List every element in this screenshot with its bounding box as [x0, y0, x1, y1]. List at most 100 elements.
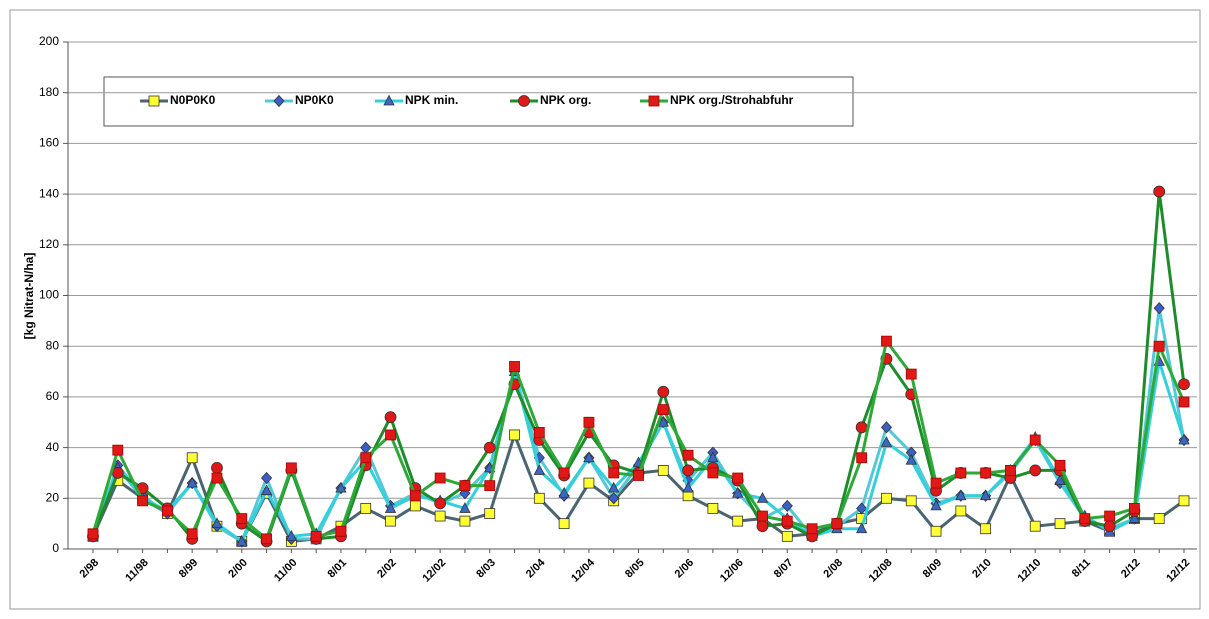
- data-point: [583, 477, 595, 489]
- data-point: [781, 515, 793, 527]
- data-point: [707, 503, 719, 514]
- data-point: [930, 525, 942, 537]
- data-point: [732, 472, 744, 484]
- legend-label: NP0K0: [295, 93, 334, 107]
- data-point: [533, 464, 545, 475]
- series: [87, 335, 1190, 545]
- data-point: [955, 467, 967, 479]
- data-point: [434, 510, 446, 522]
- data-point: [211, 472, 223, 484]
- data-point: [137, 495, 148, 507]
- data-point: [756, 491, 769, 503]
- data-point: [930, 499, 942, 511]
- data-point: [633, 470, 644, 481]
- data-point: [285, 462, 297, 474]
- data-point: [1153, 340, 1165, 352]
- data-point: [1178, 396, 1190, 408]
- data-point: [459, 515, 471, 527]
- data-point: [781, 499, 793, 512]
- data-point: [781, 530, 793, 542]
- data-point: [608, 481, 620, 493]
- data-point: [558, 518, 570, 530]
- data-point: [434, 497, 447, 510]
- data-point: [384, 411, 397, 424]
- data-point: [558, 467, 570, 479]
- data-point: [236, 535, 248, 546]
- legend-box: [103, 76, 854, 127]
- data-point: [732, 486, 744, 498]
- y-tick-label: 80: [46, 338, 60, 352]
- data-point: [335, 525, 347, 537]
- data-point: [509, 429, 520, 441]
- data-point: [707, 467, 719, 479]
- data-point: [285, 529, 298, 541]
- data-point: [509, 361, 520, 372]
- data-point: [955, 489, 967, 501]
- data-point: [657, 404, 669, 415]
- data-point: [930, 477, 942, 489]
- data-point: [1029, 464, 1042, 477]
- y-tick-label: 200: [39, 34, 59, 48]
- data-point: [261, 533, 272, 545]
- y-tick-label: 120: [39, 237, 59, 251]
- y-tick-label: 100: [39, 288, 59, 302]
- data-point: [211, 461, 223, 474]
- data-point: [905, 495, 917, 507]
- data-point: [261, 471, 273, 485]
- data-point: [1153, 302, 1165, 315]
- data-point: [310, 530, 322, 542]
- data-point: [112, 444, 124, 456]
- data-point: [533, 492, 545, 504]
- data-point: [459, 480, 471, 492]
- data-point: [856, 502, 868, 515]
- data-point: [583, 451, 595, 463]
- y-tick-label: 180: [39, 85, 59, 99]
- data-point: [483, 441, 496, 454]
- data-point: [707, 451, 719, 463]
- data-point: [236, 513, 248, 524]
- data-point: [757, 510, 768, 522]
- data-point: [186, 476, 198, 488]
- data-point: [905, 453, 917, 465]
- data-point: [1104, 510, 1116, 522]
- data-point: [682, 481, 694, 493]
- data-point: [855, 421, 868, 434]
- data-point: [1178, 433, 1190, 445]
- data-point: [360, 503, 372, 514]
- data-point: [682, 464, 694, 477]
- data-point: [583, 416, 595, 428]
- legend-marker: [148, 95, 160, 107]
- data-point: [1029, 434, 1041, 446]
- data-point: [856, 452, 868, 464]
- legend-label: N0P0K0: [170, 93, 216, 107]
- data-point: [260, 484, 273, 496]
- data-point: [905, 368, 917, 380]
- data-point: [484, 480, 496, 492]
- y-tick-label: 60: [46, 389, 60, 403]
- data-point: [1178, 378, 1190, 391]
- y-tick-label: 140: [39, 186, 59, 200]
- data-point: [186, 528, 198, 540]
- data-point: [881, 335, 892, 347]
- data-point: [111, 467, 124, 479]
- data-point: [1054, 518, 1066, 530]
- legend-label: NPK org.: [540, 93, 591, 107]
- data-point: [806, 523, 818, 535]
- data-point: [385, 515, 396, 527]
- data-point: [980, 467, 992, 479]
- data-point: [855, 522, 868, 534]
- y-tick-label: 0: [52, 541, 59, 555]
- data-point: [1129, 503, 1140, 514]
- data-point: [1029, 520, 1041, 532]
- legend-marker: [518, 95, 530, 107]
- legend-label: NPK org./Strohabfuhr: [670, 93, 794, 107]
- data-point: [186, 452, 198, 464]
- data-point: [1079, 513, 1091, 524]
- data-point: [880, 436, 893, 447]
- data-point: [1054, 459, 1066, 471]
- y-tick-label: 160: [39, 136, 59, 150]
- data-point: [211, 517, 223, 529]
- legend-label: NPK min.: [405, 93, 458, 107]
- data-point: [335, 481, 347, 493]
